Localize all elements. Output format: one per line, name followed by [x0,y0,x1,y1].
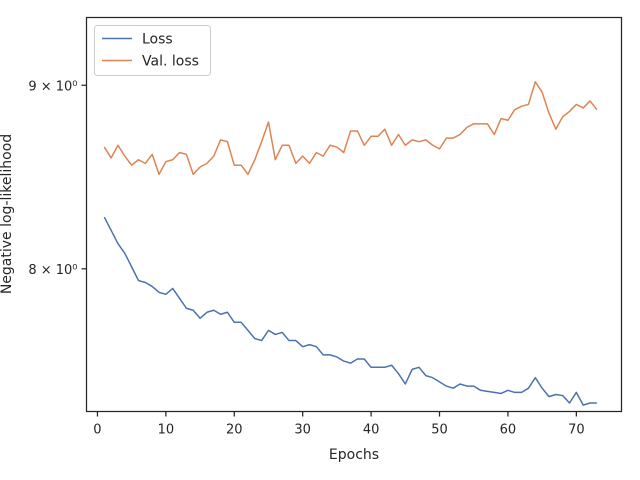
x-tick-label: 40 [363,423,380,438]
y-axis-label: Negative log-likelihood [0,134,15,294]
series-line-loss [103,216,597,406]
x-tick-label: 50 [431,423,448,438]
x-axis-ticks: 0 10 20 30 40 50 60 70 [93,411,585,438]
x-tick-label: 0 [93,423,101,438]
legend-label-val-loss: Val. loss [142,54,199,70]
x-axis-label: Epochs [329,447,379,463]
legend-label-loss: Loss [142,32,173,48]
plot-frame [85,16,623,413]
y-axis-ticks: 8 × 10⁰ 9 × 10⁰ [28,79,87,278]
x-tick-label: 30 [294,423,311,438]
series-lines [103,81,598,406]
x-tick-label: 10 [158,423,175,438]
x-tick-label: 20 [226,423,243,438]
x-tick-label: 70 [568,423,585,438]
plot-background [86,17,622,412]
y-tick-label: 9 × 10⁰ [28,79,77,94]
legend: Loss Val. loss [94,25,211,76]
series-line-val-loss [103,81,598,176]
x-tick-label: 60 [500,423,517,438]
y-tick-label: 8 × 10⁰ [28,263,77,278]
